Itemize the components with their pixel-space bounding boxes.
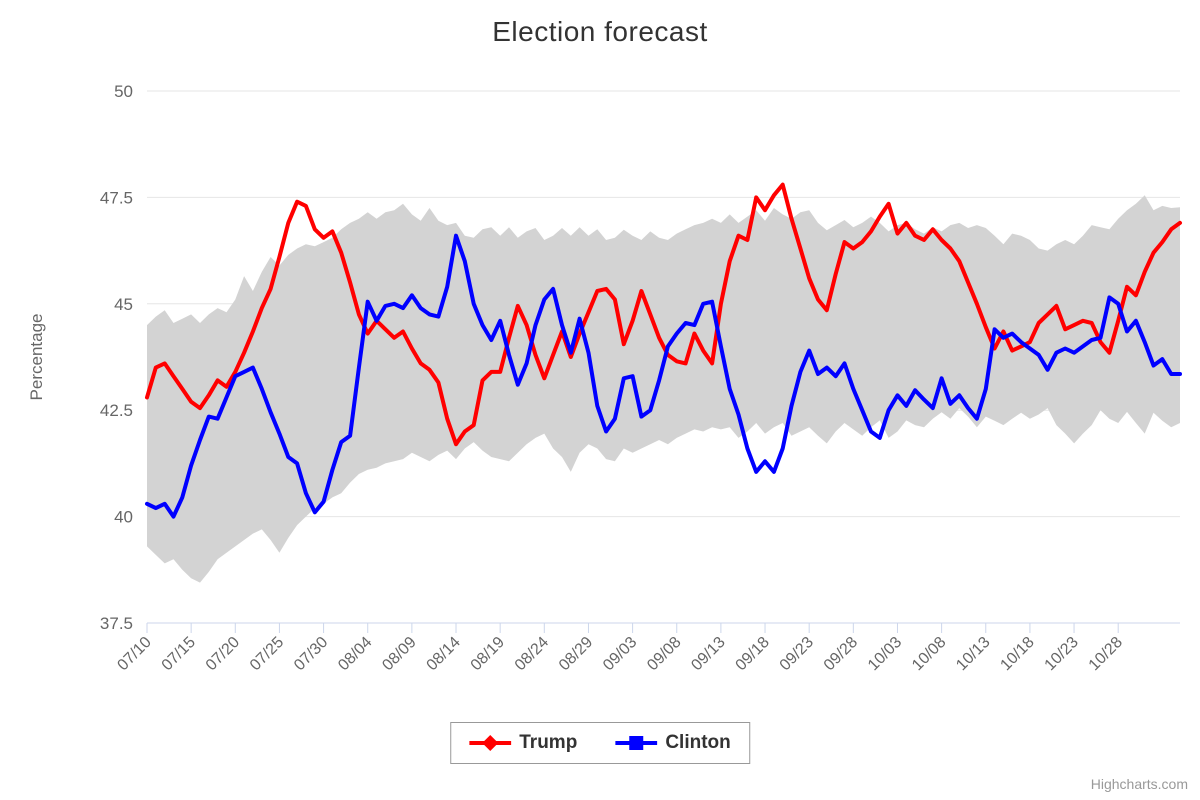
trump-line — [145, 182, 1182, 447]
x-axis-label: 10/23 — [1042, 634, 1082, 674]
chart-title: Election forecast — [492, 16, 708, 47]
x-axis-label: 07/30 — [291, 634, 331, 674]
y-axis-label: 42.5 — [100, 401, 133, 420]
x-axis-label: 07/15 — [159, 634, 199, 674]
x-axis-label: 10/08 — [909, 634, 949, 674]
x-axis-label: 10/13 — [953, 634, 993, 674]
x-axis-label: 10/28 — [1086, 634, 1126, 674]
clinton-series-marker-icon — [615, 736, 658, 750]
x-axis-label: 08/19 — [468, 634, 508, 674]
x-axis-label: 07/10 — [114, 634, 154, 674]
x-axis-label: 08/04 — [335, 634, 375, 674]
x-axis-label: 10/03 — [865, 634, 905, 674]
legend-label-clinton: Clinton — [665, 732, 731, 753]
x-axis-label: 07/25 — [247, 634, 287, 674]
x-axis-label: 08/24 — [512, 634, 552, 674]
legend-item-clinton[interactable]: Clinton — [615, 732, 731, 754]
highcharts-credit-link[interactable]: Highcharts.com — [1090, 776, 1188, 792]
x-axis-label: 09/08 — [644, 634, 684, 674]
x-axis-label: 08/09 — [379, 634, 419, 674]
x-axis-label: 09/23 — [777, 634, 817, 674]
trump-series-marker-icon — [469, 735, 512, 751]
clinton-line — [145, 233, 1182, 519]
y-axis-title: Percentage — [27, 314, 46, 401]
x-axis-label: 10/18 — [997, 634, 1037, 674]
y-axis-label: 40 — [114, 508, 133, 527]
legend-label-trump: Trump — [519, 732, 578, 753]
x-axis-label: 09/13 — [688, 634, 728, 674]
x-axis-label: 07/20 — [203, 634, 243, 674]
x-axis-label: 09/18 — [733, 634, 773, 674]
x-axis-label: 08/29 — [556, 634, 596, 674]
y-axis-label: 45 — [114, 295, 133, 314]
y-axis-label: 47.5 — [100, 188, 133, 207]
y-axis-label: 37.5 — [100, 614, 133, 633]
legend: Trump Clinton — [450, 722, 750, 764]
x-axis-label: 08/14 — [424, 634, 464, 674]
x-axis-label: 09/03 — [600, 634, 640, 674]
legend-item-trump[interactable]: Trump — [469, 732, 577, 754]
x-axis-label: 09/28 — [821, 634, 861, 674]
y-axis-label: 50 — [114, 82, 133, 101]
uncertainty-band — [147, 195, 1180, 583]
